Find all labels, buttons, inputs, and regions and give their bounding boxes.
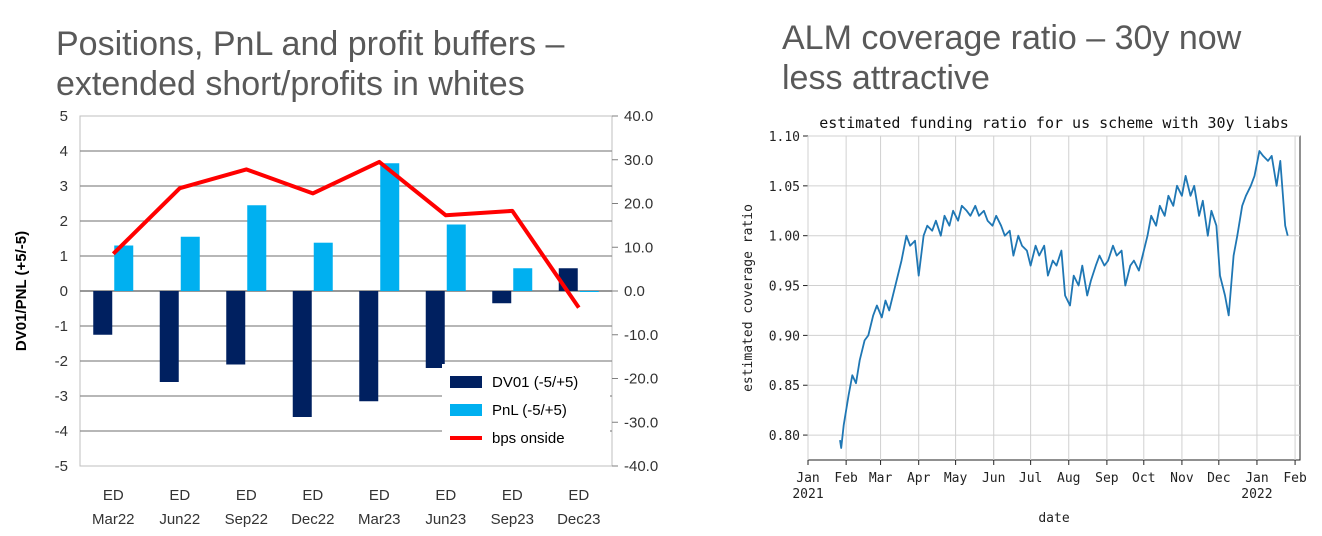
y-tick-label: 0.85 — [769, 379, 800, 394]
y-tick-label: 2 — [60, 213, 68, 230]
x-category-label: Sep22 — [225, 511, 268, 528]
x-tick-label: Sep — [1095, 471, 1119, 486]
y-right-tick-label: -30.0 — [624, 414, 658, 431]
x-category-label: ED — [302, 487, 323, 504]
chart-title: estimated funding ratio for us scheme wi… — [819, 114, 1289, 132]
y-tick-label: 0 — [60, 283, 68, 300]
x-category-label: ED — [236, 487, 257, 504]
funding-ratio-line — [839, 150, 1289, 449]
x-category-label: Mar22 — [92, 511, 135, 528]
pnl-bar — [313, 242, 333, 291]
pnl-bar — [579, 291, 599, 292]
x-category-label: Jun22 — [159, 511, 200, 528]
right-slide-title: ALM coverage ratio – 30y now less attrac… — [782, 19, 1242, 97]
x-axis-title: date — [1038, 511, 1069, 526]
x-tick-label: Feb — [834, 471, 858, 486]
x-category-label: ED — [169, 487, 190, 504]
dv01-bar — [159, 291, 179, 382]
x-tick-sublabel: 2021 — [792, 487, 823, 502]
y-tick-label: -5 — [55, 458, 68, 475]
pnl-bar — [513, 268, 533, 291]
dv01-bar — [93, 291, 113, 335]
dv01-bar — [359, 291, 379, 402]
dv01-bar — [492, 291, 512, 304]
y-tick-label: 4 — [60, 143, 68, 160]
pnl-bar — [247, 205, 267, 291]
y-right-tick-label: -40.0 — [624, 458, 658, 475]
y-tick-label: 0.90 — [769, 329, 800, 344]
y-tick-label: 1.00 — [769, 230, 800, 245]
x-tick-label: Jun — [982, 471, 1005, 486]
y-tick-label: -1 — [55, 318, 68, 335]
positions-pnl-chart: -5 -4 -3 -2 -1 0 1 2 3 4 5 -40.0 -30.0 -20.0 -10.0 0.0 1… — [13, 108, 658, 528]
y-right-tick-label: 10.0 — [624, 239, 653, 256]
x-tick-label: May — [944, 471, 968, 486]
x-tick-label: Feb — [1283, 471, 1307, 486]
pnl-bar — [446, 224, 466, 291]
x-tick-sublabel: 2022 — [1241, 487, 1272, 502]
y-right-tick-label: 20.0 — [624, 196, 653, 213]
legend-label: bps onside — [492, 430, 565, 447]
pnl-bar — [380, 163, 400, 291]
x-tick-label: Mar — [869, 471, 893, 486]
bps-onside-line — [111, 159, 581, 309]
y-axis-title: DV01/PNL (+5/-5) — [13, 231, 30, 351]
x-category-label: ED — [568, 487, 589, 504]
x-category-label: Sep23 — [491, 511, 534, 528]
y-right-tick-label: 0.0 — [624, 283, 645, 300]
y-tick-label: 1 — [60, 248, 68, 265]
y-tick-label: -2 — [55, 353, 68, 370]
x-category-label: Dec23 — [557, 511, 600, 528]
x-tick-label: Aug — [1057, 471, 1080, 486]
x-category-label: ED — [502, 487, 523, 504]
pnl-bar — [114, 245, 134, 291]
x-tick-label: Apr — [907, 471, 931, 486]
y-axis-title: estimated coverage ratio — [741, 204, 756, 392]
y-tick-label: 5 — [60, 108, 68, 125]
y-right-tick-label: -10.0 — [624, 327, 658, 344]
pnl-bar — [180, 236, 200, 291]
x-tick-label: Oct — [1132, 471, 1155, 486]
x-tick-label: Jan — [796, 471, 819, 486]
y-right-tick-label: 30.0 — [624, 152, 653, 169]
y-tick-label: 0.95 — [769, 280, 800, 295]
y-tick-label: 0.80 — [769, 429, 800, 444]
dv01-bar — [425, 291, 445, 368]
x-category-label: Jun23 — [425, 511, 466, 528]
funding-ratio-chart: estimated funding ratio for us scheme wi… — [741, 114, 1307, 526]
y-right-tick-label: -20.0 — [624, 371, 658, 388]
dv01-bar — [292, 291, 312, 417]
dv01-bar — [226, 291, 246, 365]
y-tick-label: 1.05 — [769, 180, 800, 195]
x-category-label: Mar23 — [358, 511, 401, 528]
x-category-label: ED — [369, 487, 390, 504]
legend-swatch — [450, 376, 482, 388]
y-tick-label: -3 — [55, 388, 68, 405]
x-tick-label: Nov — [1170, 471, 1194, 486]
legend-label: PnL (-5/+5) — [492, 402, 567, 419]
x-category-label: ED — [103, 487, 124, 504]
y-tick-label: -4 — [55, 423, 68, 440]
legend-label: DV01 (-5/+5) — [492, 374, 578, 391]
x-tick-label: Jul — [1019, 471, 1042, 486]
x-tick-label: Jan — [1245, 471, 1268, 486]
y-tick-label: 1.10 — [769, 130, 800, 145]
x-tick-label: Dec — [1207, 471, 1230, 486]
left-slide-title: Positions, PnL and profit buffers – exte… — [56, 25, 565, 103]
y-tick-label: 3 — [60, 178, 68, 195]
x-category-label: Dec22 — [291, 511, 334, 528]
legend-swatch — [450, 404, 482, 416]
x-category-label: ED — [435, 487, 456, 504]
y-right-tick-label: 40.0 — [624, 108, 653, 125]
